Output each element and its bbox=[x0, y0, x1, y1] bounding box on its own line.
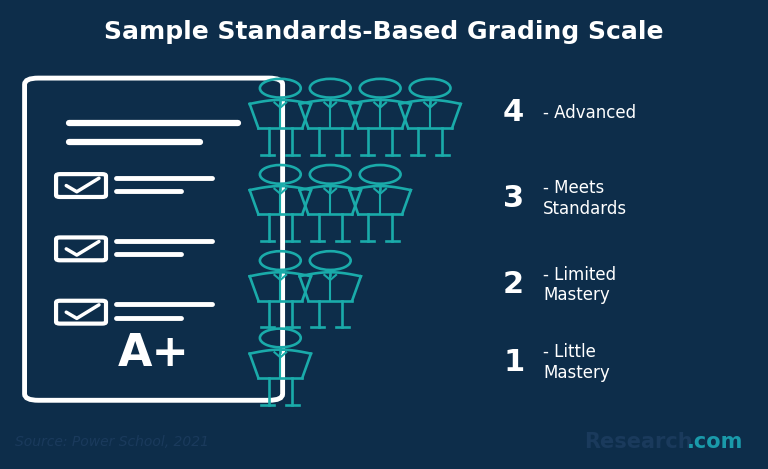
Text: Sample Standards-Based Grading Scale: Sample Standards-Based Grading Scale bbox=[104, 20, 664, 44]
FancyBboxPatch shape bbox=[56, 301, 106, 324]
Text: 2: 2 bbox=[503, 271, 525, 299]
Text: Source: Power School, 2021: Source: Power School, 2021 bbox=[15, 435, 210, 449]
Text: - Advanced: - Advanced bbox=[543, 104, 636, 121]
Text: 1: 1 bbox=[503, 348, 525, 377]
FancyBboxPatch shape bbox=[56, 174, 106, 197]
Text: - Limited
Mastery: - Limited Mastery bbox=[543, 265, 616, 304]
Text: - Meets
Standards: - Meets Standards bbox=[543, 179, 627, 218]
Text: Research: Research bbox=[584, 432, 692, 452]
FancyBboxPatch shape bbox=[56, 237, 106, 260]
Text: A+: A+ bbox=[118, 332, 190, 375]
Text: 4: 4 bbox=[503, 98, 525, 127]
Text: 3: 3 bbox=[503, 184, 525, 213]
Text: - Little
Mastery: - Little Mastery bbox=[543, 343, 610, 382]
Text: .com: .com bbox=[687, 432, 743, 452]
FancyBboxPatch shape bbox=[25, 78, 283, 401]
